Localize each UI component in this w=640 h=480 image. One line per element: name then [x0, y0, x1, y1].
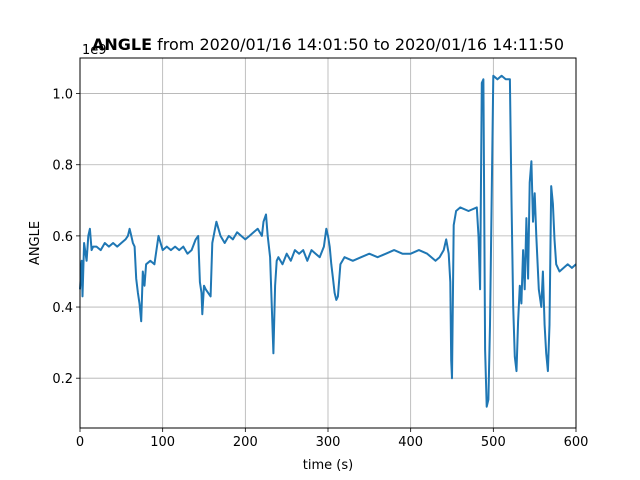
y-tick-label: 0.4	[52, 301, 73, 316]
x-tick-label: 200	[233, 435, 258, 450]
axis-ticks: 0 100 200 300 400 500 600 0.2 0.4 0.6 0.8 1.0	[52, 88, 588, 450]
chart-title: ANGLE from 2020/01/16 14:01:50 to 2020/0…	[92, 35, 564, 54]
y-axis-label: ANGLE	[28, 221, 43, 265]
y-tick-label: 0.2	[52, 372, 73, 387]
series-layer	[79, 74, 577, 408]
x-tick-label: 0	[76, 435, 84, 450]
y-offset-text: 1e9	[82, 43, 107, 58]
x-tick-label: 600	[564, 435, 589, 450]
title-bold-part: ANGLE	[92, 35, 152, 54]
x-axis-label: time (s)	[303, 458, 353, 473]
x-tick-label: 500	[481, 435, 506, 450]
angle-series-line	[79, 74, 577, 408]
y-tick-label: 0.8	[52, 159, 73, 174]
y-tick-label: 1.0	[52, 88, 73, 103]
x-tick-label: 100	[150, 435, 175, 450]
x-tick-label: 300	[316, 435, 341, 450]
title-rest-part: from 2020/01/16 14:01:50 to 2020/01/16 1…	[152, 35, 564, 54]
x-tick-label: 400	[398, 435, 423, 450]
y-tick-label: 0.6	[52, 230, 73, 245]
